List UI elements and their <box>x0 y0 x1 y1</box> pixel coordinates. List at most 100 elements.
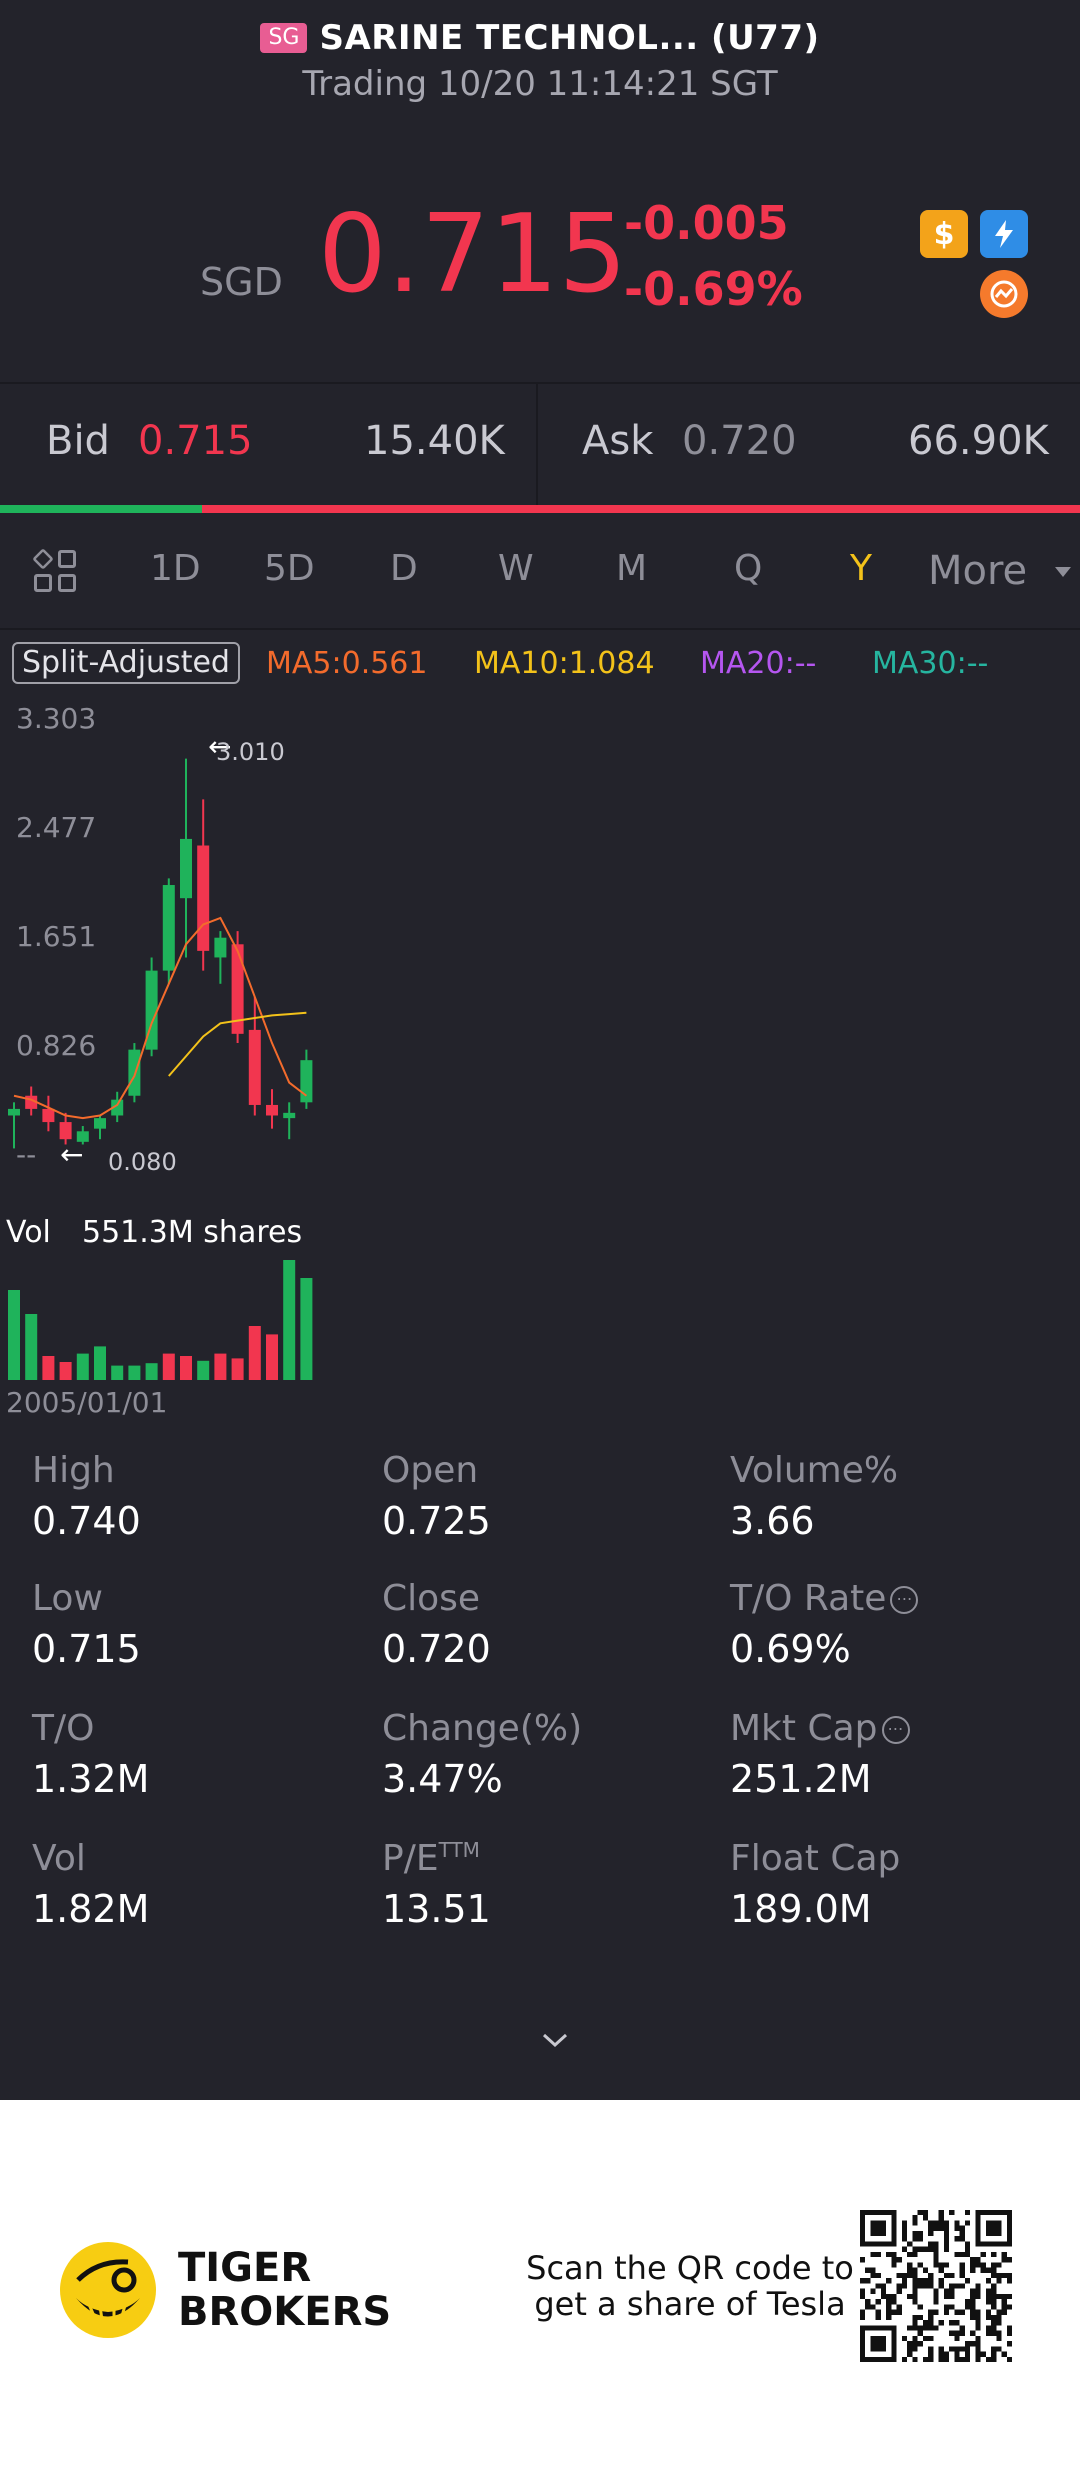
stat-value: 189.0M <box>730 1887 872 1931</box>
price-block: SGD 0.715 -0.005 -0.69% $ <box>0 190 1080 340</box>
candle <box>162 878 175 984</box>
stat-label: Change(%) <box>382 1708 583 1749</box>
stat-low: Low 0.715 <box>32 1578 141 1671</box>
tab-5d[interactable]: 5D <box>264 548 315 589</box>
volume-bar <box>128 1365 141 1380</box>
ask-price: 0.720 <box>682 418 797 464</box>
ma20-value: MA20:-- <box>700 646 817 681</box>
stat-label: T/O <box>32 1708 95 1749</box>
stat-label: High <box>32 1450 115 1491</box>
ma-lines <box>13 916 308 1120</box>
volume-bar <box>25 1314 38 1380</box>
stock-title[interactable]: SARINE TECHNOL... (U77) <box>319 18 820 58</box>
market-badge: SG <box>260 23 308 53</box>
low-arrow-icon: ← <box>60 1138 83 1171</box>
divider <box>0 382 1080 384</box>
chevron-down-icon[interactable] <box>1054 566 1072 578</box>
more-info-icon[interactable]: ⋯ <box>881 1716 910 1744</box>
candle <box>300 1049 313 1109</box>
ma30-value: MA30:-- <box>872 646 989 681</box>
expand-chevron-icon[interactable] <box>540 2025 570 2055</box>
volume-bar <box>76 1353 89 1380</box>
volume-value: 551.3M shares <box>82 1215 302 1250</box>
volume-bar <box>231 1358 244 1380</box>
volume-bar <box>8 1290 20 1380</box>
candle <box>128 1043 141 1103</box>
ask-size: 66.90K <box>908 418 1049 464</box>
stat-high: High 0.740 <box>32 1450 141 1543</box>
stat-vol: Vol 1.82M <box>32 1838 149 1931</box>
volume-bar <box>94 1346 106 1380</box>
stat-close: Close 0.720 <box>382 1578 491 1671</box>
tab-y[interactable]: Y <box>850 548 872 589</box>
ma5-value: MA5:0.561 <box>266 646 428 681</box>
stat-value: 3.47% <box>382 1757 503 1801</box>
tab-q[interactable]: Q <box>734 548 763 589</box>
volume-bars <box>8 1260 313 1380</box>
period-tabs: 1D 5D D W M Q Y More <box>0 520 1080 630</box>
y-tick-label: 2.477 <box>16 811 96 844</box>
candle <box>76 1126 89 1145</box>
stat-label: P/ETTM <box>382 1838 491 1879</box>
stat-value: 251.2M <box>730 1757 872 1801</box>
stat-label-sup: TTM <box>438 1838 480 1862</box>
volume-bar <box>111 1365 124 1380</box>
stat-label-text: T/O Rate <box>730 1578 887 1619</box>
stat-label: Mkt Cap ⋯ <box>730 1708 910 1749</box>
stat-value: 1.32M <box>32 1757 150 1801</box>
bid-ask-panel: Bid 0.715 15.40K Ask 0.720 66.90K <box>0 384 1080 506</box>
promo-footer: TIGER BROKERS Scan the QR code to get a … <box>0 2100 1080 2480</box>
candlestick-chart[interactable]: 3.303 2.477 1.651 0.826 -- ← 3.010 ← 0.0… <box>0 690 320 1430</box>
tab-1d[interactable]: 1D <box>150 548 201 589</box>
bid-ratio-bar <box>0 505 202 513</box>
y-tick-label: 0.826 <box>16 1029 96 1062</box>
volume-bar <box>197 1360 210 1380</box>
candle <box>111 1091 124 1123</box>
qr-code <box>860 2210 1012 2362</box>
brand-line-2: BROKERS <box>178 2289 392 2335</box>
price-change-percent: -0.69% <box>624 262 803 316</box>
stat-label: T/O Rate ⋯ <box>730 1578 919 1619</box>
scan-line-1: Scan the QR code to <box>526 2249 854 2287</box>
indicator-row: Split-Adjusted MA5:0.561 MA10:1.084 MA20… <box>0 640 1080 688</box>
tab-m[interactable]: M <box>616 548 648 589</box>
ask-label: Ask <box>582 418 654 464</box>
tab-d[interactable]: D <box>390 548 418 589</box>
candle <box>8 1102 20 1149</box>
tab-w[interactable]: W <box>498 548 534 589</box>
candle <box>180 758 192 958</box>
stat-float-cap: Float Cap 189.0M <box>730 1838 900 1931</box>
header: SG SARINE TECHNOL... (U77) Trading 10/20… <box>0 0 1080 120</box>
ask-ratio-bar <box>201 505 1080 513</box>
low-marker: 0.080 <box>108 1148 177 1176</box>
brand-line-1: TIGER <box>178 2245 312 2291</box>
lightning-icon[interactable] <box>980 210 1028 258</box>
stat-value: 0.725 <box>382 1499 491 1543</box>
ma5-line <box>13 916 308 1120</box>
bid-label: Bid <box>46 418 110 464</box>
stat-label: Close <box>382 1578 481 1619</box>
stat-market-cap: Mkt Cap ⋯ 251.2M <box>730 1708 910 1801</box>
volume-label: Vol <box>6 1215 51 1250</box>
stat-label-text: P/E <box>382 1838 439 1879</box>
split-adjusted-toggle[interactable]: Split-Adjusted <box>12 642 240 684</box>
candle <box>266 1089 278 1129</box>
trading-status: Trading 10/20 11:14:21 SGT <box>302 64 778 104</box>
stat-value: 1.82M <box>32 1887 150 1931</box>
y-tick-label: -- <box>16 1138 36 1171</box>
candle <box>248 996 261 1116</box>
candle <box>145 957 158 1057</box>
ma10-line <box>168 1011 307 1077</box>
tiger-logo <box>60 2242 156 2338</box>
trend-icon[interactable] <box>980 270 1028 318</box>
grid-icon[interactable] <box>32 548 78 594</box>
stat-value: 0.740 <box>32 1499 141 1543</box>
stat-label: Open <box>382 1450 479 1491</box>
stat-volume-pct: Volume% 3.66 <box>730 1450 898 1543</box>
volume-bar <box>59 1362 72 1380</box>
more-info-icon[interactable]: ⋯ <box>890 1586 919 1614</box>
dollar-icon[interactable]: $ <box>920 210 968 258</box>
stat-label: Volume% <box>730 1450 899 1491</box>
divider <box>0 628 1080 630</box>
tab-more[interactable]: More <box>928 548 1028 594</box>
